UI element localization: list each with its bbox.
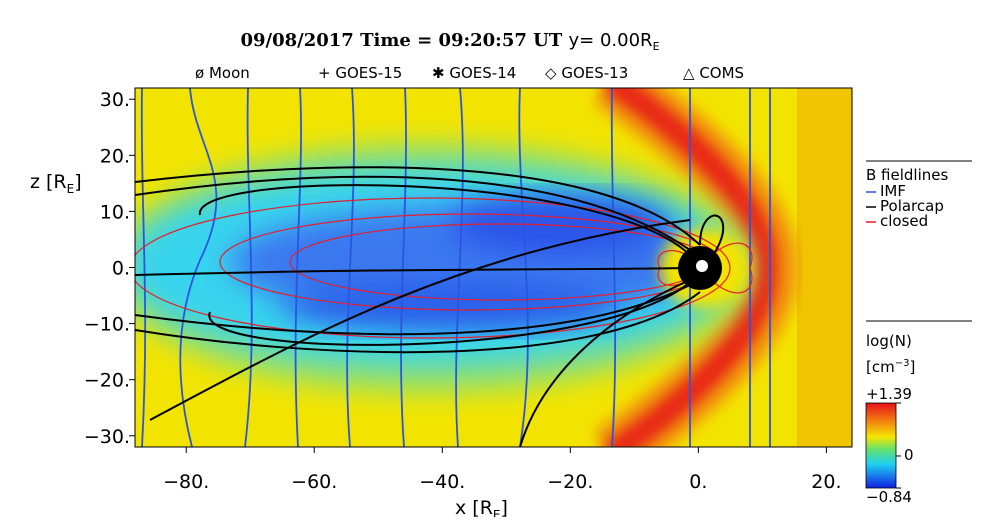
y-label-text: z [R (30, 171, 67, 193)
colorbar-tick-label: 0 (904, 446, 914, 464)
x-axis-label: x [RE] (455, 497, 508, 517)
x-tick-label: −40. (419, 471, 465, 493)
satellite-name: COMS (699, 64, 744, 82)
axes: −80. −60. −40. −20. 0. 20. 30. 20. 10. 0. −10. −20.… (84, 89, 842, 493)
y-tick-label: −10. (84, 314, 130, 336)
satellite-symbol: + (318, 64, 331, 82)
satellite-entry: ◇ GOES-13 (545, 64, 628, 82)
x-tick-label: −60. (291, 471, 337, 493)
colorbar-unit-sup: −3 (895, 358, 910, 369)
colorbar-tick-label: −0.84 (866, 488, 912, 506)
x-tick-label: 20. (811, 471, 841, 493)
title-subscript: E (653, 40, 660, 53)
x-label-text: x [R (455, 497, 493, 517)
x-tick-label: −20. (547, 471, 593, 493)
y-tick-label: 20. (100, 145, 130, 167)
satellite-symbol: ◇ (545, 64, 557, 82)
satellite-name: GOES-15 (335, 64, 402, 82)
x-tick-label: 0. (689, 471, 707, 493)
legend-label: IMF (880, 182, 906, 200)
chart-title: 09/08/2017 Time = 09:20:57 UT y= 0.00RE (240, 30, 659, 53)
colorbar-unit-text: [cm (866, 358, 895, 376)
satellite-name: Moon (209, 64, 250, 82)
satellite-symbol: ø (195, 64, 204, 82)
legend-label: Polarcap (880, 197, 944, 215)
satellite-legend: ø Moon + GOES-15 ✱ GOES-14 ◇ GOES-13 △ COMS (195, 64, 744, 82)
colorbar-unit-close: ] (909, 358, 915, 376)
colorbar-tick-label: +1.39 (866, 385, 912, 403)
x-tick-label: −80. (163, 471, 209, 493)
density-field (135, 88, 852, 447)
colorbar (865, 402, 897, 489)
y-tick-label: 30. (100, 89, 130, 111)
legend-label: closed (880, 212, 928, 230)
y-axis-label: z [RE] (30, 171, 82, 196)
y-label-close: ] (74, 171, 81, 193)
colorbar-ticks: +1.39 0 −0.84 (866, 385, 914, 506)
satellite-symbol: ✱ (432, 64, 445, 82)
satellite-entry: △ COMS (683, 64, 744, 82)
satellite-name: GOES-14 (449, 64, 516, 82)
legend-title: B fieldlines (866, 166, 948, 184)
satellite-entry: + GOES-15 (318, 64, 402, 82)
y-tick-label: 0. (112, 258, 130, 280)
title-position: y= 0.00R (569, 30, 653, 51)
y-tick-label: 10. (100, 201, 130, 223)
title-text: 09/08/2017 Time = 09:20:57 UT (240, 30, 562, 51)
satellite-entry: ø Moon (195, 64, 250, 82)
y-label-subscript: E (67, 182, 75, 196)
colorbar-title: log(N) (866, 332, 912, 350)
satellite-symbol: △ (683, 64, 695, 82)
y-tick-label: −20. (84, 370, 130, 392)
x-label-close: ] (501, 497, 508, 517)
x-label-subscript: E (493, 508, 501, 517)
y-tick-label: −30. (84, 426, 130, 448)
satellite-name: GOES-13 (561, 64, 628, 82)
satellite-entry: ✱ GOES-14 (432, 64, 516, 82)
colorbar-unit: [cm−3] (866, 358, 915, 376)
